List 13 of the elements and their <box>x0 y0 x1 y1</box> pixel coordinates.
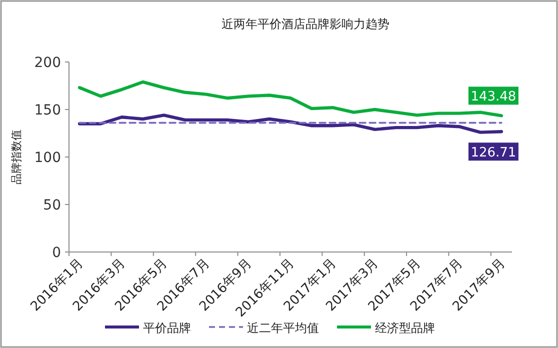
legend-label: 近二年平均值 <box>247 321 319 335</box>
y-tick-label: 150 <box>34 102 61 118</box>
y-axis-title: 品牌指数值 <box>10 130 23 184</box>
y-tick-label: 100 <box>34 150 61 166</box>
data-label: 126.71 <box>470 146 516 161</box>
line-series <box>78 114 504 134</box>
y-tick-label: 200 <box>34 55 61 71</box>
y-tick-label: 0 <box>52 245 61 261</box>
data-label: 143.48 <box>470 90 516 105</box>
y-tick-label: 50 <box>43 198 61 214</box>
legend-label: 平价品牌 <box>143 321 191 335</box>
chart-title: 近两年平价酒店品牌影响力趋势 <box>222 17 390 31</box>
legend-label: 经济型品牌 <box>375 321 435 335</box>
